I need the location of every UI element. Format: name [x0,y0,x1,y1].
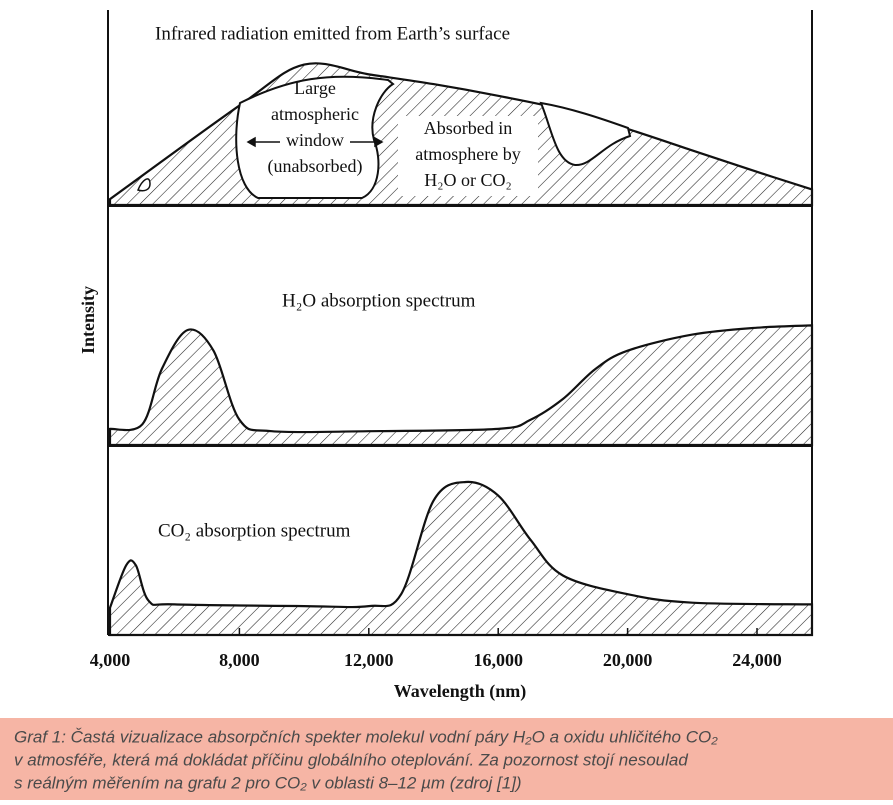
h2o-title: H₂O absorption spectrum [282,290,476,311]
annotation: Absorbed in [424,118,513,138]
annotation: (unabsorbed) [268,156,363,177]
x-tick-label: 20,000 [603,650,653,670]
x-axis-label: Wavelength (nm) [394,681,527,702]
caption-line: s reálným měřením na grafu 2 pro CO₂ v o… [14,773,522,792]
x-tick-label: 12,000 [344,650,394,670]
caption-line: Graf 1: Častá vizualizace absorpčních sp… [14,727,718,746]
annotation: Large [294,78,336,98]
caption-box [0,718,893,800]
spectrum-area [108,324,814,447]
frame [107,10,813,636]
annotation: window [286,130,344,150]
annotation: atmospheric [271,104,359,124]
x-tick-label: 24,000 [732,650,782,670]
x-tick-label: 16,000 [473,650,523,670]
spectrum-area [108,480,814,637]
x-tick-label: 8,000 [219,650,260,670]
atmospheric-window [235,75,395,199]
annotation: H₂O or CO₂ [424,170,512,190]
water-window [539,101,632,167]
small-window [137,178,151,192]
window-arrows [246,136,384,148]
label-background [398,116,538,196]
y-axis-label: Intensity [78,286,98,354]
co2-title: CO₂ absorption spectrum [158,520,351,541]
top-title: Infrared radiation emitted from Earth’s … [155,23,510,44]
caption-line: v atmosféře, která má dokládat příčinu g… [14,750,688,769]
annotation: atmosphere by [415,144,520,164]
x-tick-label: 4,000 [90,650,131,670]
